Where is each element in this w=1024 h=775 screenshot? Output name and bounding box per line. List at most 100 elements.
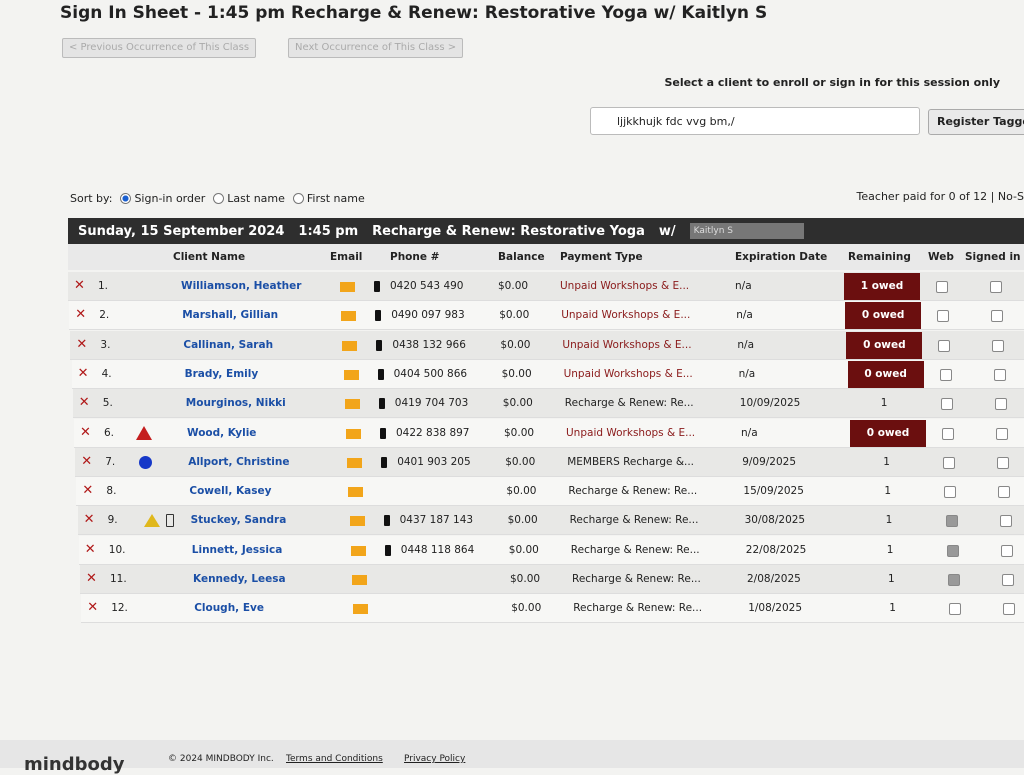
client-name[interactable]: Brady, Emily	[184, 367, 259, 380]
radio-button[interactable]	[120, 193, 132, 204]
next-occurrence-button[interactable]: Next Occurrence of This Class >	[288, 38, 464, 58]
signed-in-checkbox[interactable]	[1002, 574, 1014, 586]
client-alert-icon	[143, 514, 160, 528]
client-name[interactable]: Marshall, Gillian	[182, 309, 279, 322]
balance: $0.00	[502, 397, 533, 410]
terms-link[interactable]: Terms and Conditions	[286, 754, 383, 764]
phone: 0420 543 490	[390, 280, 464, 292]
client-name[interactable]: Callinan, Sarah	[183, 338, 274, 351]
email-icon[interactable]	[353, 604, 369, 615]
client-name[interactable]: Stuckey, Sandra	[190, 514, 287, 527]
email-icon[interactable]	[344, 399, 360, 410]
row-number: 4.	[101, 367, 112, 380]
page-title: Sign In Sheet - 1:45 pm Recharge & Renew…	[60, 3, 768, 23]
column-header: Web	[928, 251, 954, 263]
signed-in-checkbox[interactable]	[991, 310, 1004, 323]
email-icon[interactable]	[348, 487, 364, 498]
balance: $0.00	[505, 455, 536, 468]
signed-in-checkbox[interactable]	[998, 486, 1011, 499]
phone: 0490 097 983	[391, 309, 465, 322]
payment-type: Unpaid Workshops & E...	[560, 280, 690, 292]
signed-in-checkbox[interactable]	[992, 339, 1005, 352]
email-icon[interactable]	[349, 516, 365, 527]
remove-button[interactable]: ✕	[81, 453, 93, 469]
client-alert-icon	[136, 425, 152, 440]
signed-in-checkbox[interactable]	[997, 456, 1010, 469]
row-number: 7.	[105, 455, 116, 468]
signed-in-checkbox[interactable]	[996, 427, 1008, 440]
remove-button[interactable]: ✕	[80, 424, 91, 440]
remaining: 1	[888, 573, 895, 585]
email-icon[interactable]	[342, 340, 358, 351]
signed-in-checkbox[interactable]	[1003, 603, 1016, 616]
privacy-link[interactable]: Privacy Policy	[404, 754, 466, 764]
copyright: © 2024 MINDBODY Inc.	[168, 754, 274, 764]
remove-button[interactable]: ✕	[75, 307, 87, 323]
client-search[interactable]: ljjkkhujk fdc vvg bm,/	[590, 107, 920, 135]
balance: $0.00	[506, 485, 537, 498]
remove-button[interactable]: ✕	[86, 571, 97, 586]
client-name[interactable]: Williamson, Heather	[181, 280, 302, 292]
teacher-select[interactable]: Kaitlyn S	[689, 223, 804, 239]
remove-button[interactable]: ✕	[83, 512, 95, 528]
remaining: 1 owed	[844, 273, 920, 300]
balance: $0.00	[500, 338, 531, 351]
signed-in-checkbox[interactable]	[993, 368, 1006, 381]
payment-type: MEMBERS Recharge &...	[567, 455, 695, 468]
signed-in-checkbox[interactable]	[994, 398, 1007, 411]
client-name[interactable]: Clough, Eve	[194, 602, 264, 615]
previous-occurrence-button[interactable]: < Previous Occurrence of This Class	[62, 38, 257, 58]
remove-button[interactable]: ✕	[82, 483, 94, 499]
balance: $0.00	[504, 426, 535, 439]
payment-type: Recharge & Renew: Re...	[572, 573, 701, 585]
web-checkbox	[938, 339, 951, 352]
sort-option[interactable]: First name	[292, 192, 365, 205]
remove-button[interactable]: ✕	[84, 541, 96, 557]
column-header: Signed in	[965, 251, 1021, 263]
sort-option[interactable]: Last name	[213, 192, 285, 205]
balance: $0.00	[501, 367, 532, 380]
phone: 0419 704 703	[394, 397, 469, 410]
signed-in-checkbox[interactable]	[990, 281, 1002, 293]
radio-button[interactable]	[292, 193, 304, 204]
client-name[interactable]: Kennedy, Leesa	[193, 573, 286, 585]
remove-button[interactable]: ✕	[87, 600, 99, 616]
remove-button[interactable]: ✕	[74, 278, 85, 293]
column-header: Email	[330, 251, 363, 263]
email-icon[interactable]	[346, 428, 361, 439]
expiration-date: n/a	[738, 367, 756, 380]
remove-button[interactable]: ✕	[78, 395, 90, 411]
remaining: 0 owed	[846, 331, 923, 359]
client-name[interactable]: Allport, Christine	[188, 455, 290, 468]
expiration-date: 15/09/2025	[743, 485, 804, 498]
footer: mindbody © 2024 MINDBODY Inc. Terms and …	[0, 740, 1024, 775]
email-icon[interactable]	[340, 282, 355, 292]
client-name[interactable]: Cowell, Kasey	[189, 485, 272, 498]
email-icon[interactable]	[343, 369, 359, 380]
row-number: 9.	[107, 514, 118, 527]
sort-option-label: First name	[306, 192, 365, 205]
web-checkbox	[946, 544, 959, 557]
email-icon[interactable]	[347, 457, 363, 468]
row-number: 1.	[98, 280, 109, 292]
email-icon[interactable]	[341, 311, 357, 322]
expiration-date: n/a	[741, 426, 758, 439]
signed-in-checkbox[interactable]	[1000, 544, 1013, 557]
register-tagged-button[interactable]: Register Tagged	[928, 109, 1024, 135]
client-row: ✕ 9. Stuckey, Sandra 0437 187 143 $0.00 Recha…	[77, 506, 1024, 536]
remove-button[interactable]: ✕	[77, 365, 89, 381]
client-name[interactable]: Linnett, Jessica	[191, 543, 283, 556]
remove-button[interactable]: ✕	[76, 336, 88, 352]
web-checkbox	[936, 281, 948, 293]
email-icon[interactable]	[350, 545, 366, 556]
client-name[interactable]: Wood, Kylie	[187, 426, 257, 439]
sort-option[interactable]: Sign-in order	[120, 192, 205, 205]
web-checkbox	[937, 310, 950, 323]
signed-in-checkbox[interactable]	[999, 515, 1012, 528]
phone-icon	[378, 398, 385, 410]
radio-button[interactable]	[213, 193, 225, 204]
email-icon[interactable]	[352, 575, 367, 585]
row-number: 8.	[106, 485, 117, 498]
client-name[interactable]: Mourginos, Nikki	[185, 397, 286, 410]
